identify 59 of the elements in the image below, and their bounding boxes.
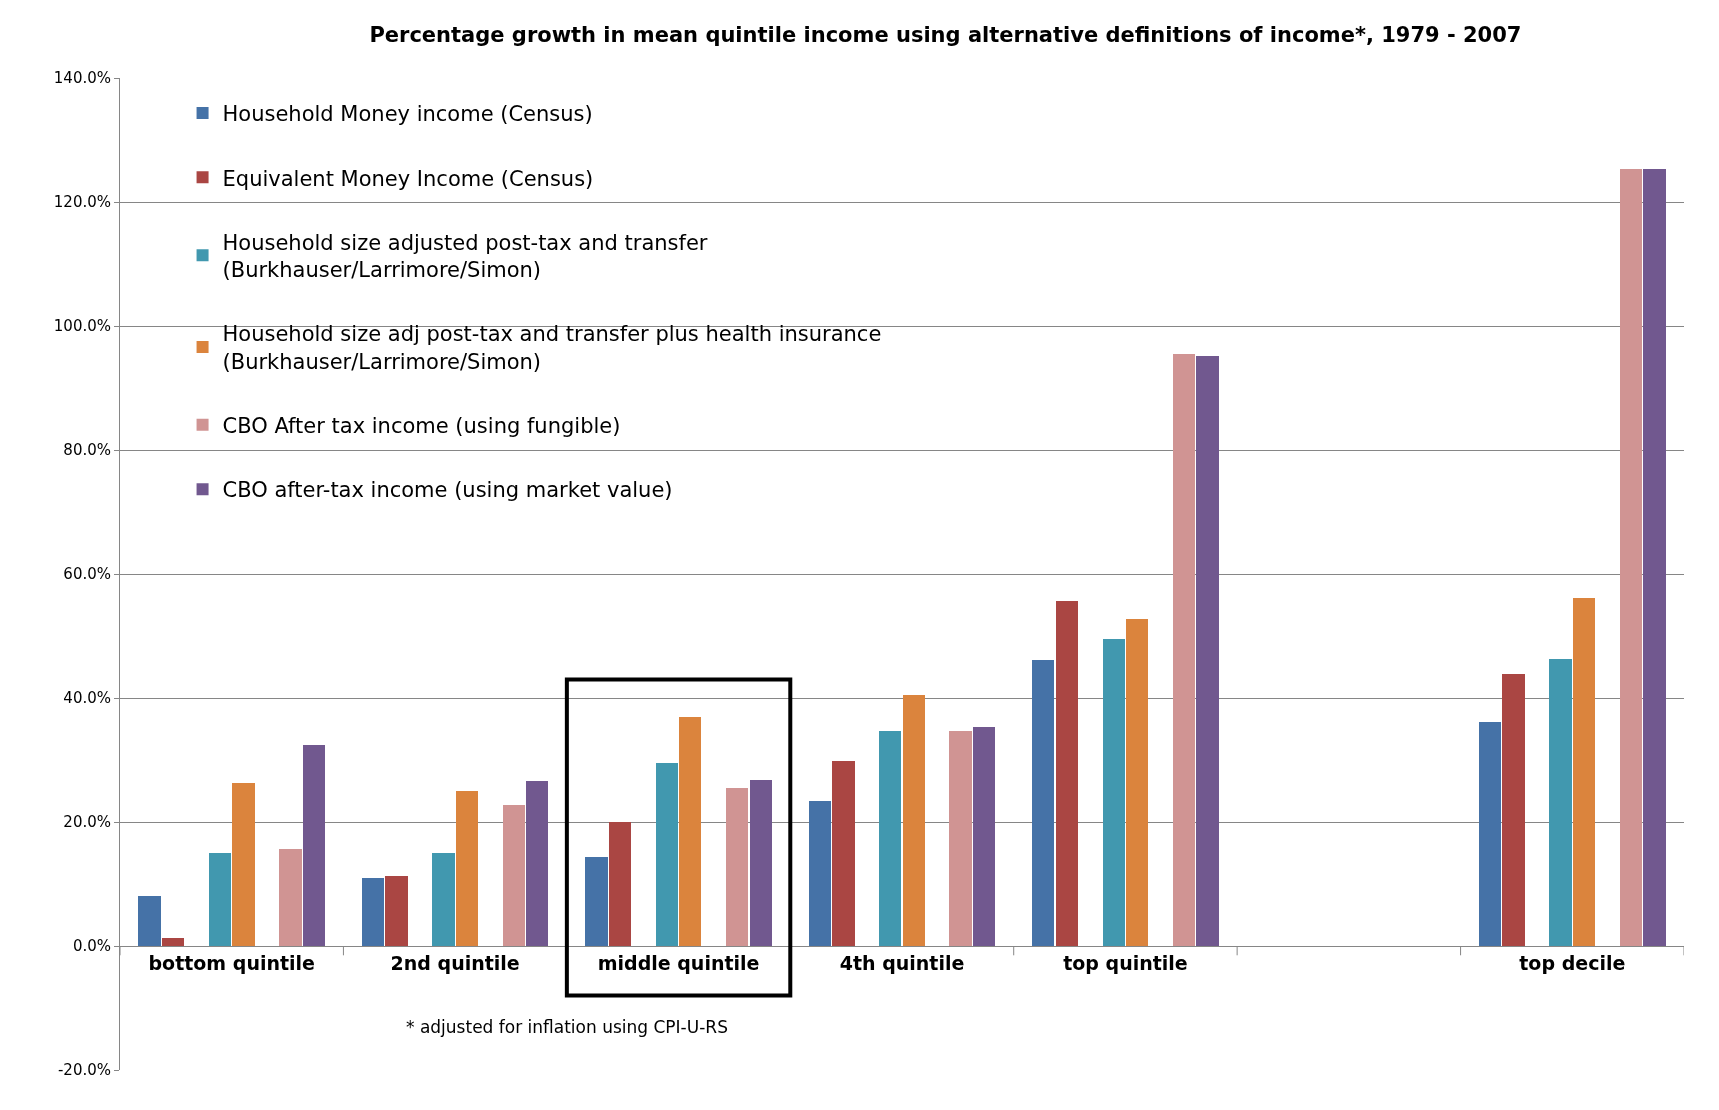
- y-tick-label: -20.0%: [57, 1061, 111, 1080]
- bar: [232, 783, 255, 946]
- bar: [385, 876, 408, 946]
- bar: [679, 717, 701, 946]
- y-tick-label: 60.0%: [63, 565, 111, 584]
- legend-label: Household Money income (Census): [222, 102, 593, 127]
- bar: [1103, 639, 1125, 946]
- bar: [279, 849, 302, 946]
- bar: [1196, 356, 1219, 946]
- x-tick-label: top quintile: [1063, 951, 1188, 974]
- bar: [656, 763, 678, 946]
- y-tick-label: 80.0%: [63, 441, 111, 460]
- bar: [809, 801, 831, 946]
- y-tick-label: 0.0%: [72, 937, 111, 956]
- x-tick-label: 2nd quintile: [390, 951, 520, 974]
- bar: [1549, 659, 1572, 946]
- y-tick-label: 120.0%: [53, 193, 111, 212]
- legend-label: Equivalent Money Income (Census): [222, 166, 594, 191]
- bar: [609, 822, 631, 946]
- bar: [726, 788, 748, 946]
- bar: [503, 805, 525, 946]
- bar: [162, 938, 184, 946]
- legend-label: CBO After tax income (using fungible): [222, 414, 621, 439]
- bar: [1643, 169, 1666, 946]
- y-tick-label: 140.0%: [53, 69, 111, 88]
- bar: [1126, 619, 1148, 946]
- bar: [432, 853, 455, 946]
- x-tick-label: middle quintile: [597, 951, 760, 974]
- y-tick-label: 100.0%: [53, 317, 111, 336]
- x-tick-label: 4th quintile: [839, 951, 965, 974]
- bar: [209, 853, 231, 946]
- bar: [1056, 601, 1078, 946]
- legend-label: CBO after-tax income (using market value): [222, 478, 673, 503]
- annotation: * adjusted for inflation using CPI-U-RS: [406, 1017, 728, 1037]
- legend-label: Household size adj post-tax and transfer plus health insurance (Burkhauser/Larrimore/Simon): [222, 322, 882, 374]
- bar: [1479, 722, 1501, 946]
- bar: [362, 878, 384, 946]
- bar: [1032, 660, 1054, 946]
- bar: [973, 727, 995, 946]
- bar: [138, 896, 161, 946]
- bar: [1173, 354, 1195, 946]
- bar: [1620, 169, 1642, 946]
- bar: [903, 695, 925, 946]
- chart-title: Percentage growth in mean quintile income using alternative definitions of income*, 1979 - 2007: [369, 23, 1522, 48]
- y-tick-label: 40.0%: [63, 689, 111, 708]
- bar: [832, 761, 855, 946]
- bar: [949, 731, 972, 946]
- bar: [526, 781, 548, 946]
- bar: [750, 780, 772, 946]
- bar: [879, 731, 901, 946]
- bar: [1502, 674, 1525, 946]
- bar: [1573, 598, 1595, 946]
- legend-label: Household size adjusted post-tax and transfer (Burkhauser/Larrimore/Simon): [222, 230, 708, 283]
- bar: [585, 857, 608, 946]
- bar: [303, 745, 325, 946]
- x-tick-label: top decile: [1519, 951, 1626, 974]
- y-tick-label: 20.0%: [63, 813, 111, 832]
- x-tick-label: bottom quintile: [148, 951, 315, 974]
- bar: [456, 791, 478, 946]
